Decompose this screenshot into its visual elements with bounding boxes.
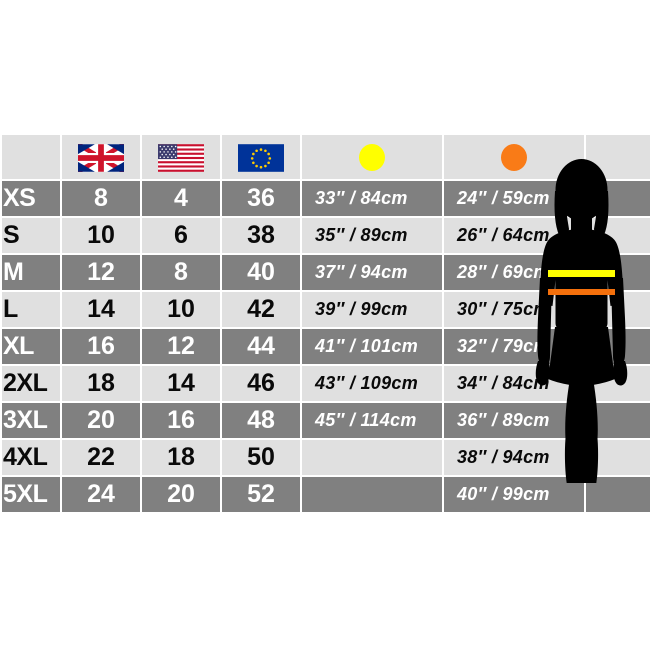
- figure-column-cell: [586, 181, 650, 216]
- eu-flag-icon: [238, 144, 284, 172]
- waist-measure-cell: 28″ / 69cm: [444, 255, 584, 290]
- table-row: M 12 8 40 37″ / 94cm 28″ / 69cm: [2, 255, 650, 290]
- uk-size-cell: 10: [62, 218, 140, 253]
- bust-measure-cell: [302, 477, 442, 512]
- eu-size-cell: 36: [222, 181, 300, 216]
- table-row: S 10 6 38 35″ / 89cm 26″ / 64cm: [2, 218, 650, 253]
- eu-size-cell: 44: [222, 329, 300, 364]
- table-header-row: [2, 135, 650, 179]
- uk-size-cell: 20: [62, 403, 140, 438]
- us-size-cell: 12: [142, 329, 220, 364]
- eu-size-cell: 52: [222, 477, 300, 512]
- size-label-cell: 2XL: [2, 366, 60, 401]
- waist-measure-cell: 40″ / 99cm: [444, 477, 584, 512]
- size-label-cell: 3XL: [2, 403, 60, 438]
- bust-measure-cell: 39″ / 99cm: [302, 292, 442, 327]
- us-size-cell: 6: [142, 218, 220, 253]
- table-row: L 14 10 42 39″ / 99cm 30″ / 75cm: [2, 292, 650, 327]
- waist-measure-cell: 36″ / 89cm: [444, 403, 584, 438]
- bust-measure-cell: [302, 440, 442, 475]
- figure-column-cell: [586, 255, 650, 290]
- eu-size-cell: 50: [222, 440, 300, 475]
- figure-column-cell: [586, 477, 650, 512]
- size-label-cell: 5XL: [2, 477, 60, 512]
- eu-size-cell: 40: [222, 255, 300, 290]
- header-us-cell: [142, 135, 220, 179]
- header-eu-cell: [222, 135, 300, 179]
- waist-measure-cell: 24″ / 59cm: [444, 181, 584, 216]
- size-label-cell: L: [2, 292, 60, 327]
- uk-flag-icon: [78, 143, 124, 172]
- bust-measure-cell: 33″ / 84cm: [302, 181, 442, 216]
- eu-size-cell: 46: [222, 366, 300, 401]
- size-chart: XS 8 4 36 33″ / 84cm 24″ / 59cm S 10 6 38 35″ / 89…: [0, 133, 650, 512]
- header-uk-cell: [62, 135, 140, 179]
- figure-column-cell: [586, 292, 650, 327]
- us-size-cell: 8: [142, 255, 220, 290]
- bust-measure-cell: 45″ / 114cm: [302, 403, 442, 438]
- us-flag-icon: [158, 144, 204, 172]
- table-row: 3XL 20 16 48 45″ / 114cm 36″ / 89cm: [2, 403, 650, 438]
- size-label-cell: XL: [2, 329, 60, 364]
- uk-size-cell: 8: [62, 181, 140, 216]
- uk-size-cell: 18: [62, 366, 140, 401]
- figure-column-cell: [586, 440, 650, 475]
- table-row: XL 16 12 44 41″ / 101cm 32″ / 79cm: [2, 329, 650, 364]
- bust-measure-cell: 41″ / 101cm: [302, 329, 442, 364]
- us-size-cell: 18: [142, 440, 220, 475]
- us-size-cell: 20: [142, 477, 220, 512]
- header-size-cell: [2, 135, 60, 179]
- uk-size-cell: 12: [62, 255, 140, 290]
- waist-measure-cell: 38″ / 94cm: [444, 440, 584, 475]
- uk-size-cell: 22: [62, 440, 140, 475]
- table-row: 2XL 18 14 46 43″ / 109cm 34″ / 84cm: [2, 366, 650, 401]
- header-figure-cell: [586, 135, 650, 179]
- eu-size-cell: 48: [222, 403, 300, 438]
- uk-size-cell: 14: [62, 292, 140, 327]
- header-waist-cell: [444, 135, 584, 179]
- uk-size-cell: 16: [62, 329, 140, 364]
- table-row: XS 8 4 36 33″ / 84cm 24″ / 59cm: [2, 181, 650, 216]
- bust-measure-cell: 35″ / 89cm: [302, 218, 442, 253]
- eu-size-cell: 38: [222, 218, 300, 253]
- figure-column-cell: [586, 329, 650, 364]
- table-body: XS 8 4 36 33″ / 84cm 24″ / 59cm S 10 6 38 35″ / 89…: [2, 181, 650, 512]
- waist-measure-cell: 26″ / 64cm: [444, 218, 584, 253]
- size-label-cell: S: [2, 218, 60, 253]
- waist-measure-cell: 34″ / 84cm: [444, 366, 584, 401]
- figure-column-cell: [586, 403, 650, 438]
- bust-measure-cell: 43″ / 109cm: [302, 366, 442, 401]
- waist-measure-cell: 32″ / 79cm: [444, 329, 584, 364]
- size-label-cell: M: [2, 255, 60, 290]
- uk-size-cell: 24: [62, 477, 140, 512]
- yellow-dot-icon: [359, 144, 385, 172]
- size-label-cell: 4XL: [2, 440, 60, 475]
- us-size-cell: 16: [142, 403, 220, 438]
- orange-dot-icon: [501, 144, 527, 172]
- waist-measure-cell: 30″ / 75cm: [444, 292, 584, 327]
- table-row: 5XL 24 20 52 40″ / 99cm: [2, 477, 650, 512]
- table-row: 4XL 22 18 50 38″ / 94cm: [2, 440, 650, 475]
- figure-column-cell: [586, 218, 650, 253]
- eu-size-cell: 42: [222, 292, 300, 327]
- us-size-cell: 4: [142, 181, 220, 216]
- figure-column-cell: [586, 366, 650, 401]
- us-size-cell: 14: [142, 366, 220, 401]
- us-size-cell: 10: [142, 292, 220, 327]
- bust-measure-cell: 37″ / 94cm: [302, 255, 442, 290]
- size-chart-table: XS 8 4 36 33″ / 84cm 24″ / 59cm S 10 6 38 35″ / 89…: [0, 133, 650, 514]
- header-bust-cell: [302, 135, 442, 179]
- size-label-cell: XS: [2, 181, 60, 216]
